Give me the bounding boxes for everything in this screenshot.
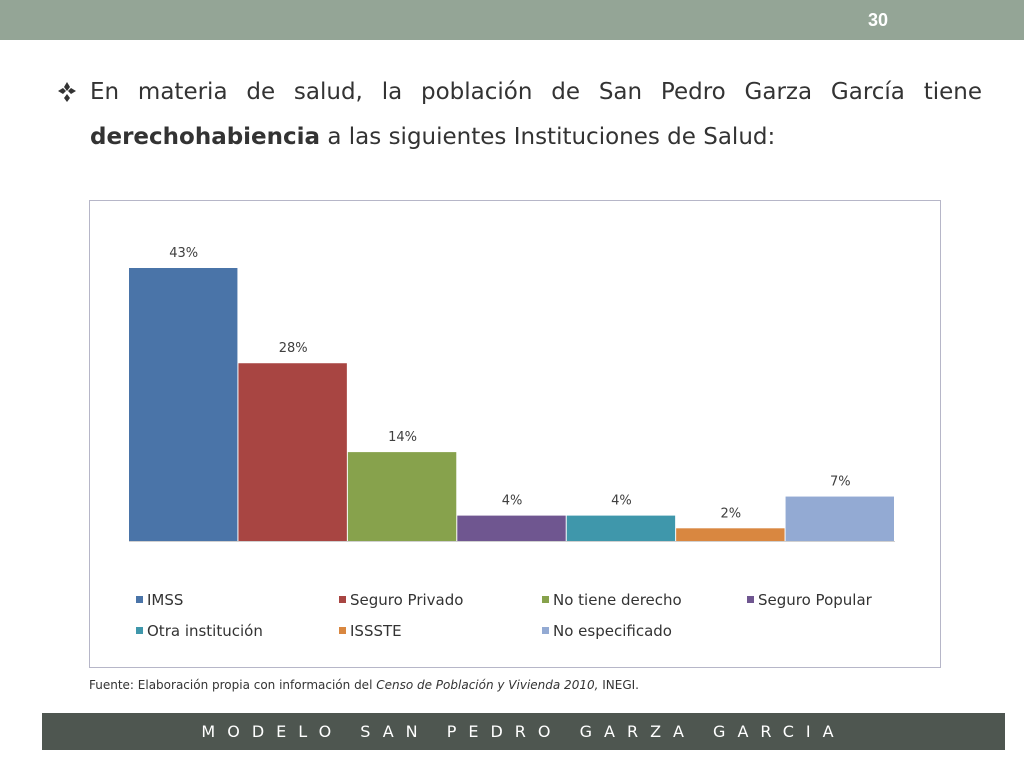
bar-3 bbox=[347, 452, 457, 541]
intro-paragraph: En materia de salud, la población de San… bbox=[54, 70, 982, 160]
legend-label-3: No tiene derecho bbox=[553, 591, 682, 609]
source-note: Fuente: Elaboración propia con informaci… bbox=[89, 678, 639, 692]
legend-swatch-3 bbox=[542, 596, 549, 603]
source-prefix: Fuente: Elaboración propia con informaci… bbox=[89, 678, 377, 692]
slide-number: 30 bbox=[867, 10, 888, 30]
legend-label-4: Seguro Popular bbox=[758, 591, 873, 609]
legend-label-5: Otra institución bbox=[147, 622, 263, 640]
bar-label-3: 14% bbox=[388, 430, 417, 445]
legend-label-6: ISSSTE bbox=[350, 622, 402, 640]
top-bar: 30 bbox=[0, 0, 1024, 40]
bar-label-5: 4% bbox=[611, 494, 632, 509]
intro-line-2: a las siguientes Instituciones de Salud: bbox=[320, 124, 776, 150]
bar-label-6: 2% bbox=[721, 506, 742, 521]
source-suffix: INEGI. bbox=[598, 678, 639, 692]
intro-line-1: En materia de salud, la población de San… bbox=[90, 79, 982, 105]
bar-2 bbox=[238, 363, 347, 541]
legend-label-2: Seguro Privado bbox=[350, 591, 463, 609]
legend-swatch-4 bbox=[747, 596, 754, 603]
bar-6 bbox=[676, 528, 785, 541]
legend-swatch-7 bbox=[542, 627, 549, 634]
bar-label-2: 28% bbox=[279, 341, 308, 356]
source-title: Censo de Población y Vivienda 2010, bbox=[376, 678, 599, 692]
diamond-bullet-icon bbox=[58, 82, 76, 102]
legend-label-7: No especificado bbox=[553, 622, 672, 640]
bar-7 bbox=[785, 496, 894, 541]
chart-frame: 43% 28% 14% 4% 4% 2% 7% IMSS Seguro Privado No ti… bbox=[89, 200, 941, 668]
bar-label-7: 7% bbox=[830, 475, 851, 490]
bar-4 bbox=[457, 515, 566, 541]
footer-bar: MODELO SAN PEDRO GARZA GARCIA bbox=[42, 713, 1005, 750]
legend-label-1: IMSS bbox=[147, 591, 183, 609]
bar-label-1: 43% bbox=[169, 246, 198, 261]
bar-1 bbox=[129, 268, 238, 541]
legend-swatch-6 bbox=[339, 627, 346, 634]
bar-label-4: 4% bbox=[502, 494, 523, 509]
footer-title: MODELO SAN PEDRO GARZA GARCIA bbox=[201, 722, 846, 741]
intro-bold-term: derechohabiencia bbox=[90, 124, 321, 150]
legend-swatch-1 bbox=[136, 596, 143, 603]
bar-chart: 43% 28% 14% 4% 4% 2% 7% IMSS Seguro Privado No ti… bbox=[129, 246, 895, 640]
legend-swatch-2 bbox=[339, 596, 346, 603]
legend-swatch-5 bbox=[136, 627, 143, 634]
bar-5 bbox=[566, 515, 676, 541]
